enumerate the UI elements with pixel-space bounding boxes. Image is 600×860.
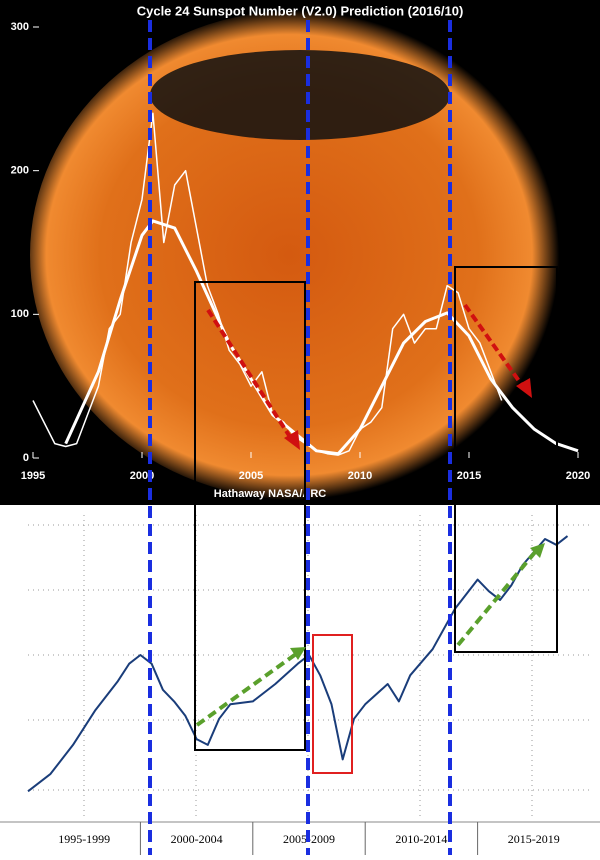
x-tick-label: 2005 <box>239 470 263 482</box>
x-category-label: 2015-2019 <box>508 832 560 846</box>
annotations <box>148 20 558 855</box>
sun-image <box>30 10 570 500</box>
x-category-label: 1995-1999 <box>58 832 110 846</box>
series-line <box>64 219 579 456</box>
chart-title: Cycle 24 Sunspot Number (V2.0) Predictio… <box>137 3 464 18</box>
x-category-label: 2010-2014 <box>395 832 447 846</box>
y-tick-label: 300 <box>11 21 29 33</box>
y-tick-label: 0 <box>23 452 29 464</box>
x-tick-label: 2015 <box>457 470 481 482</box>
y-tick-label: 100 <box>11 308 29 320</box>
bottom-background <box>0 505 600 855</box>
x-tick-label: 2020 <box>566 470 590 482</box>
credit: Hathaway NASA/ARC <box>214 488 327 500</box>
x-category-label: 2000-2004 <box>171 832 223 846</box>
coronal-hole <box>150 50 450 140</box>
x-tick-label: 2010 <box>348 470 372 482</box>
x-tick-label: 1995 <box>21 470 45 482</box>
y-tick-label: 200 <box>11 165 29 177</box>
